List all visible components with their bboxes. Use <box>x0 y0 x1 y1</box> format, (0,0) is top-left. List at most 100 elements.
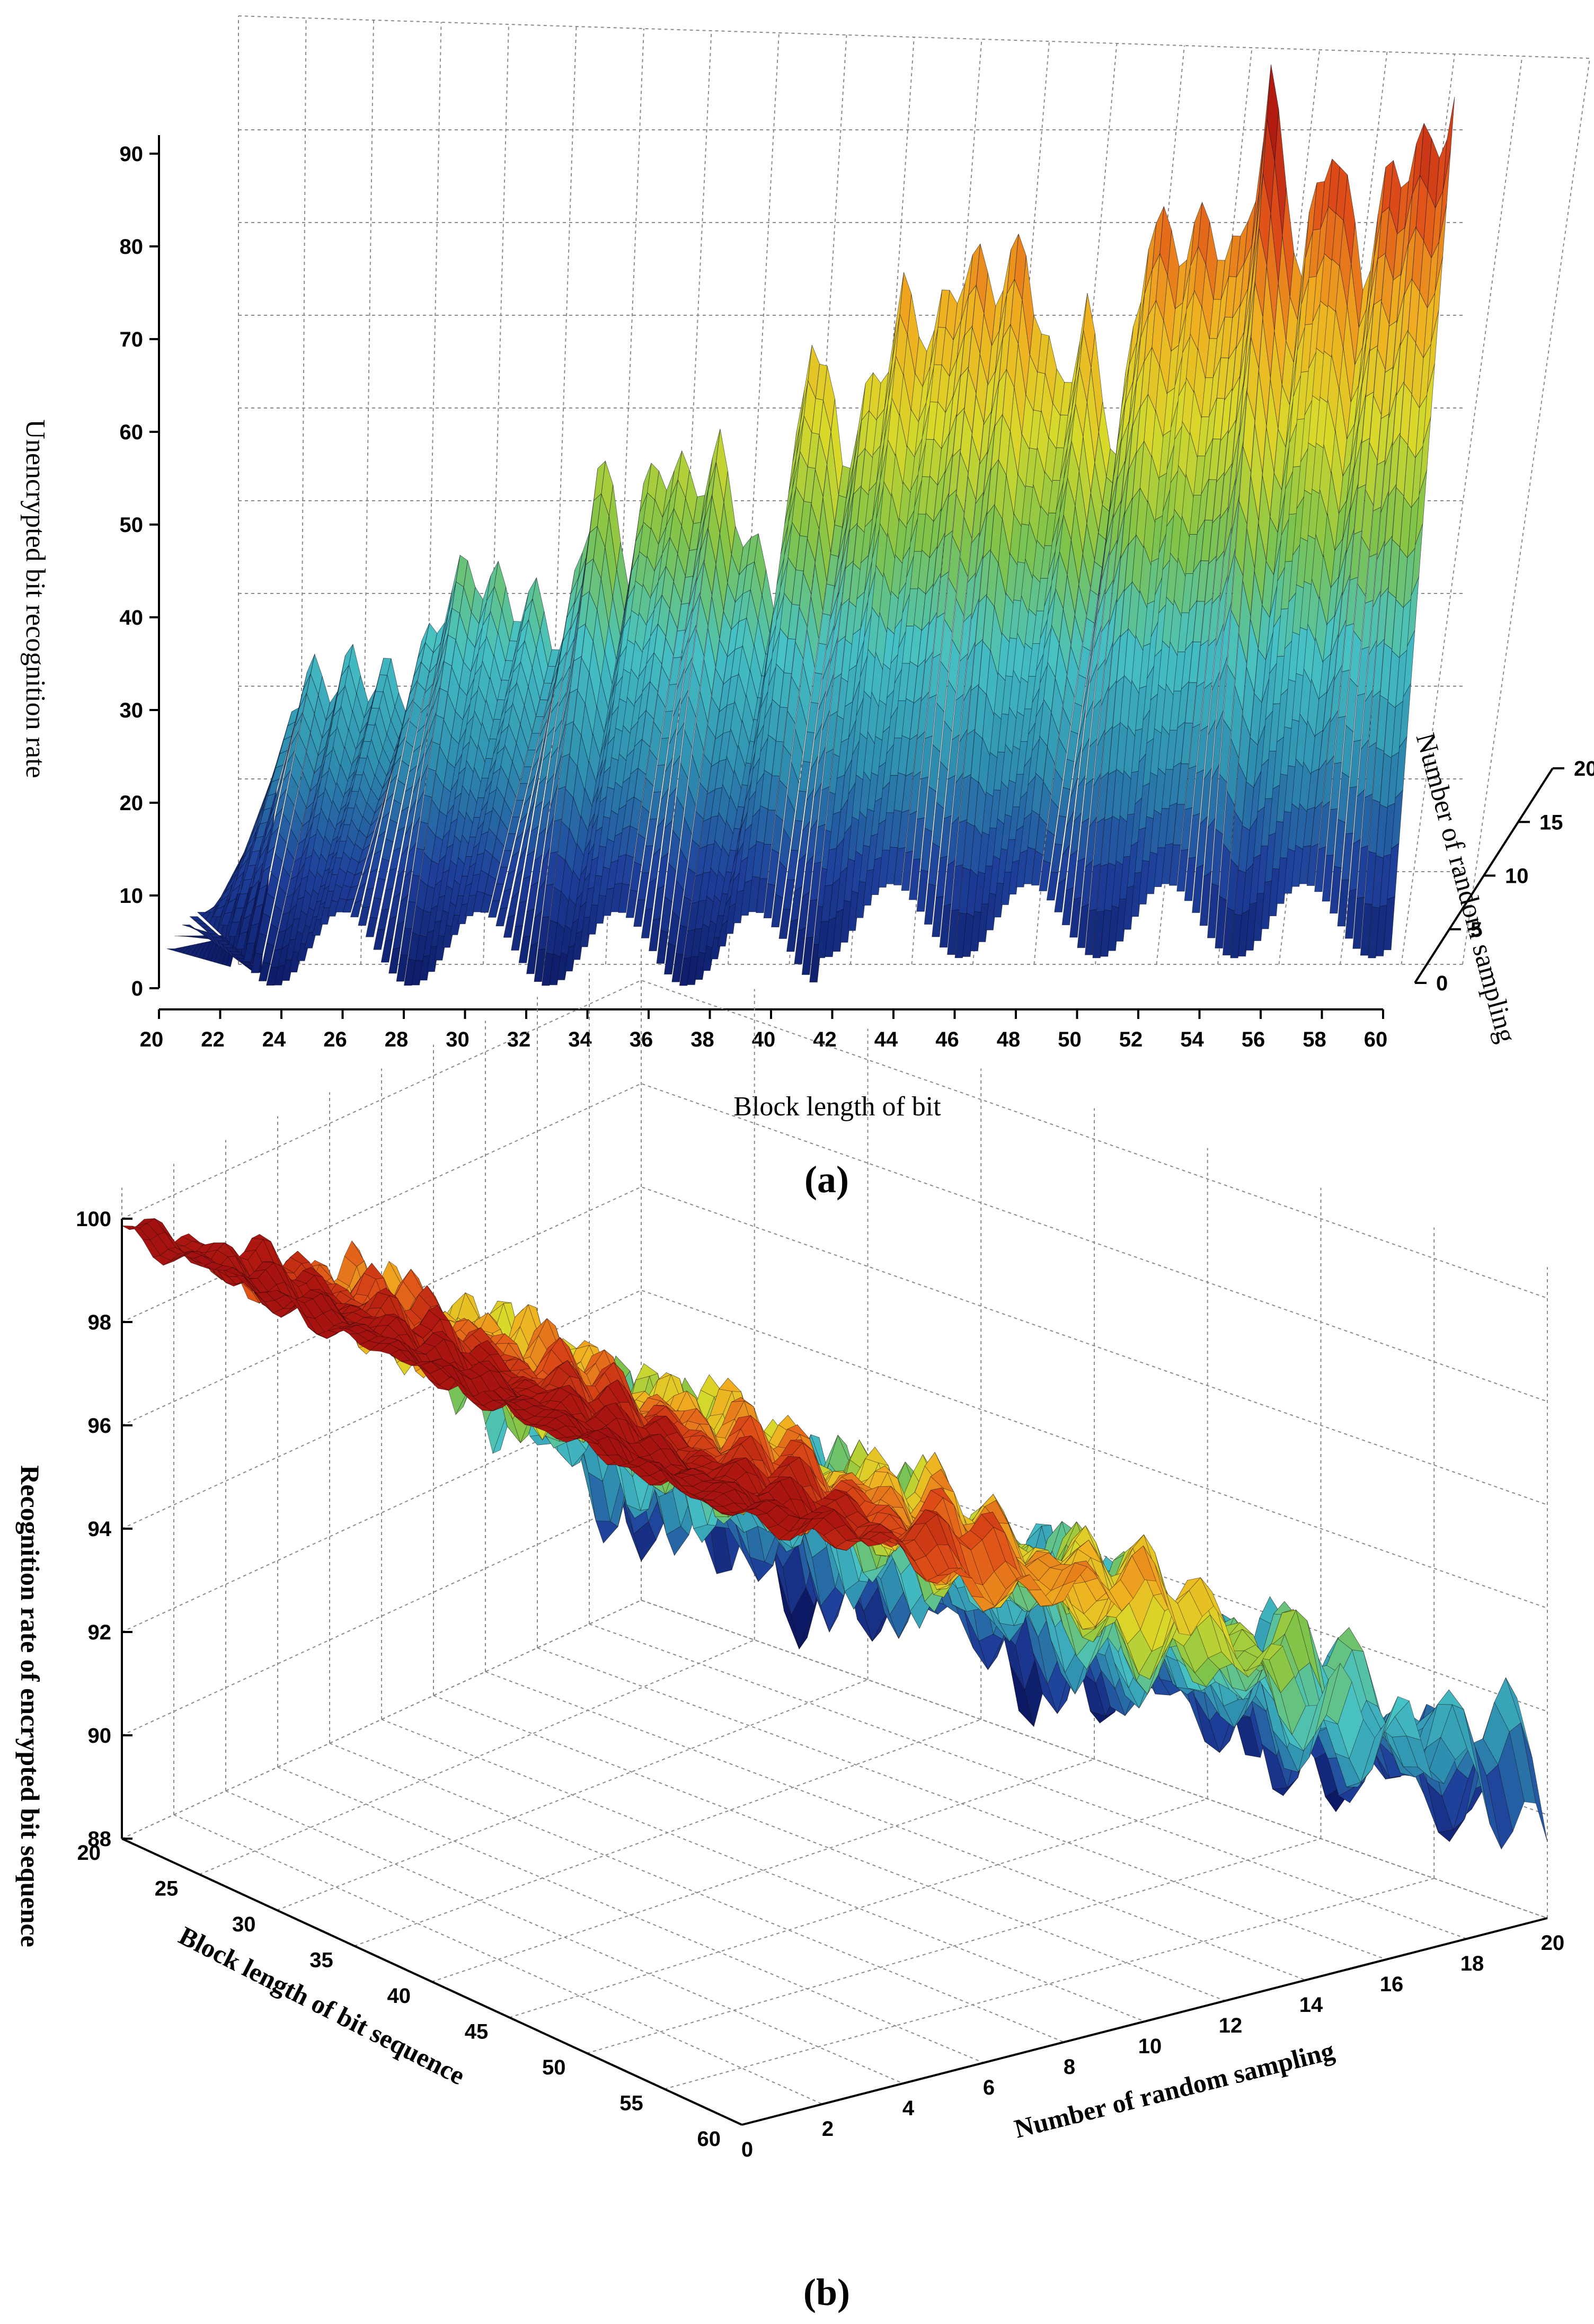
panel-b-floor-gridline <box>509 1798 1208 2018</box>
panel-b-x-tick-label: 35 <box>309 1949 333 1972</box>
panel-b-z-tick-label: 88 <box>88 1828 112 1851</box>
panel-a-z-tick-label: 30 <box>120 699 144 722</box>
panel-b-y-tick-label: 20 <box>1541 1931 1565 1955</box>
panel-a-z-tick-label: 70 <box>120 328 144 351</box>
panel-b-floor-gridline <box>277 1767 984 2063</box>
panel-b-x-tick-label: 60 <box>697 2127 721 2151</box>
panel-b-y-tick-label: 0 <box>741 2138 753 2161</box>
panel-a-x-tick-label: 50 <box>1058 1028 1082 1051</box>
panel-a-y-tick-label: 10 <box>1505 865 1529 888</box>
panel-a-z-tick-label: 10 <box>120 884 144 908</box>
panel-b-caption: (b) <box>803 2271 850 2313</box>
panel-a-x-tick-label: 54 <box>1180 1028 1204 1051</box>
panel-b-z-tick-label: 90 <box>88 1724 112 1748</box>
panel-b-x-tick-label: 55 <box>619 2092 643 2115</box>
panel-a-x-tick-label: 24 <box>262 1028 286 1051</box>
panel-a-gridline-x <box>421 22 442 965</box>
panel-b-y-tick-label: 14 <box>1299 1993 1323 2017</box>
panel-a-x-tick-label: 48 <box>997 1028 1021 1051</box>
panel-a-z-tick-label: 60 <box>120 421 144 444</box>
panel-a-x-tick-label: 34 <box>568 1028 592 1051</box>
panel-b-z-tick-label: 98 <box>88 1311 112 1334</box>
panel-b-x-axis-line <box>121 1838 742 2126</box>
panel-a-gridline-x <box>1401 56 1523 965</box>
panel-b-z-axis-title: Recognition rate of encrypted bit sequen… <box>15 1465 45 1947</box>
panel-b-floor-gridline <box>381 1719 1145 2022</box>
panel-b-y-tick-label: 2 <box>822 2117 834 2141</box>
panel-a-x-tick-label: 46 <box>935 1028 959 1051</box>
panel-b-wall-gridline <box>121 1083 1548 1402</box>
panel-b-y-tick-label: 16 <box>1380 1973 1404 1996</box>
panel-b-floor-gridline <box>173 1814 823 2105</box>
panel-a-x-tick-label: 52 <box>1119 1028 1143 1051</box>
panel-b-floor-gridline <box>485 1671 1306 1981</box>
panel-a-gridline-x <box>483 24 509 965</box>
panel-b-floor-gridline <box>329 1743 1065 2043</box>
panel-a-gridline-x <box>360 20 374 965</box>
panel-a-x-axis-title: Block length of bit <box>733 1092 941 1122</box>
panel-a-x-tick-label: 38 <box>690 1028 714 1051</box>
panel-a-x-tick-label: 42 <box>813 1028 837 1051</box>
panel-b-z-tick-label: 96 <box>88 1414 112 1438</box>
panel-a-x-tick-label: 32 <box>507 1028 531 1051</box>
panel-a-x-tick-label: 44 <box>874 1028 898 1051</box>
panel-a-gridline-x <box>1462 58 1590 965</box>
panel-b-floor-gridline <box>225 1790 904 2084</box>
panel-b-x-tick-label: 20 <box>77 1841 101 1865</box>
panel-b-y-tick-label: 18 <box>1460 1952 1484 1975</box>
panel-b-x-tick-label: 25 <box>155 1877 179 1901</box>
panel-a-x-tick-label: 30 <box>446 1028 470 1051</box>
panel-a-x-tick-label: 58 <box>1303 1028 1326 1051</box>
panel-a-grid-top <box>238 15 1590 59</box>
panel-a-z-axis-title: Unencrypted bit recognition rate <box>20 419 50 778</box>
panel-b-floor-gridline <box>433 1695 1226 2001</box>
panel-a-x-tick-label: 56 <box>1242 1028 1265 1051</box>
panel-a-z-tick-label: 20 <box>120 792 144 815</box>
panel-b-z-tick-label: 94 <box>88 1518 112 1541</box>
panel-b-z-tick-label: 92 <box>88 1621 112 1644</box>
panel-b-y-tick-label: 8 <box>1064 2055 1075 2079</box>
panel-a-y-tick-label: 15 <box>1539 811 1563 834</box>
panel-b-x-tick-label: 50 <box>542 2056 566 2079</box>
panel-a-z-tick-label: 50 <box>120 513 144 537</box>
panel-a-x-tick-label: 22 <box>201 1028 225 1051</box>
panel-a-y-tick-label: 5 <box>1471 918 1482 942</box>
panel-b-floor-gridline <box>589 1624 1467 1939</box>
panel-a-x-tick-label: 28 <box>385 1028 409 1051</box>
panel-a-x-tick-label: 60 <box>1364 1028 1388 1051</box>
panel-b-floor-gridline <box>537 1647 1387 1960</box>
panel-b-axes: 88 90 92 94 96 98 100 20 25 30 35 40 45 50 55 60 0 2 4 6 8 10… <box>76 1208 1564 2161</box>
panel-b-y-tick-label: 10 <box>1138 2035 1162 2058</box>
panel-a-y-axis-title: Number of random sampling <box>1410 730 1521 1046</box>
panel-a-z-tick-label: 40 <box>120 606 144 629</box>
panel-b-x-tick-label: 45 <box>465 2020 489 2044</box>
panel-b-surface <box>121 1218 1548 1850</box>
panel-a-z-tick-label: 90 <box>120 143 144 166</box>
panel-b-y-tick-label: 6 <box>983 2076 995 2099</box>
panel-b-y-axis-title: Number of random sampling <box>1011 2035 1337 2143</box>
panel-a-x-tick-label: 40 <box>752 1028 776 1051</box>
panel-b-x-axis-title: Block length of bit sequence <box>174 1920 470 2090</box>
panel-b-y-tick-label: 4 <box>902 2097 915 2120</box>
panel-a-z-tick-label: 0 <box>131 977 143 1000</box>
panel-b-floor-gridline <box>277 1679 868 1911</box>
panel-a-x-tick-label: 26 <box>323 1028 347 1051</box>
panel-a-y-tick-label: 0 <box>1436 972 1448 995</box>
panel-b-y-tick-label: 12 <box>1219 2014 1243 2037</box>
panel-a-x-tick-label: 20 <box>140 1028 164 1051</box>
panel-b-floor-gridline <box>587 1838 1321 2054</box>
panel-b-floor-gridline <box>431 1759 1095 1982</box>
panel-b-x-tick-label: 40 <box>387 1984 411 2008</box>
panel-a-caption: (a) <box>804 1158 849 1201</box>
panel-b-z-tick-label: 100 <box>76 1208 111 1231</box>
panel-a-gridline-x <box>299 17 307 965</box>
panel-b-y-axis-line <box>741 1917 1548 2126</box>
panel-a-y-tick-label: 20 <box>1574 757 1594 780</box>
panel-a-surface <box>166 64 1455 986</box>
panel-b-x-tick-label: 30 <box>232 1913 256 1936</box>
panel-a-z-tick-label: 80 <box>120 235 144 259</box>
